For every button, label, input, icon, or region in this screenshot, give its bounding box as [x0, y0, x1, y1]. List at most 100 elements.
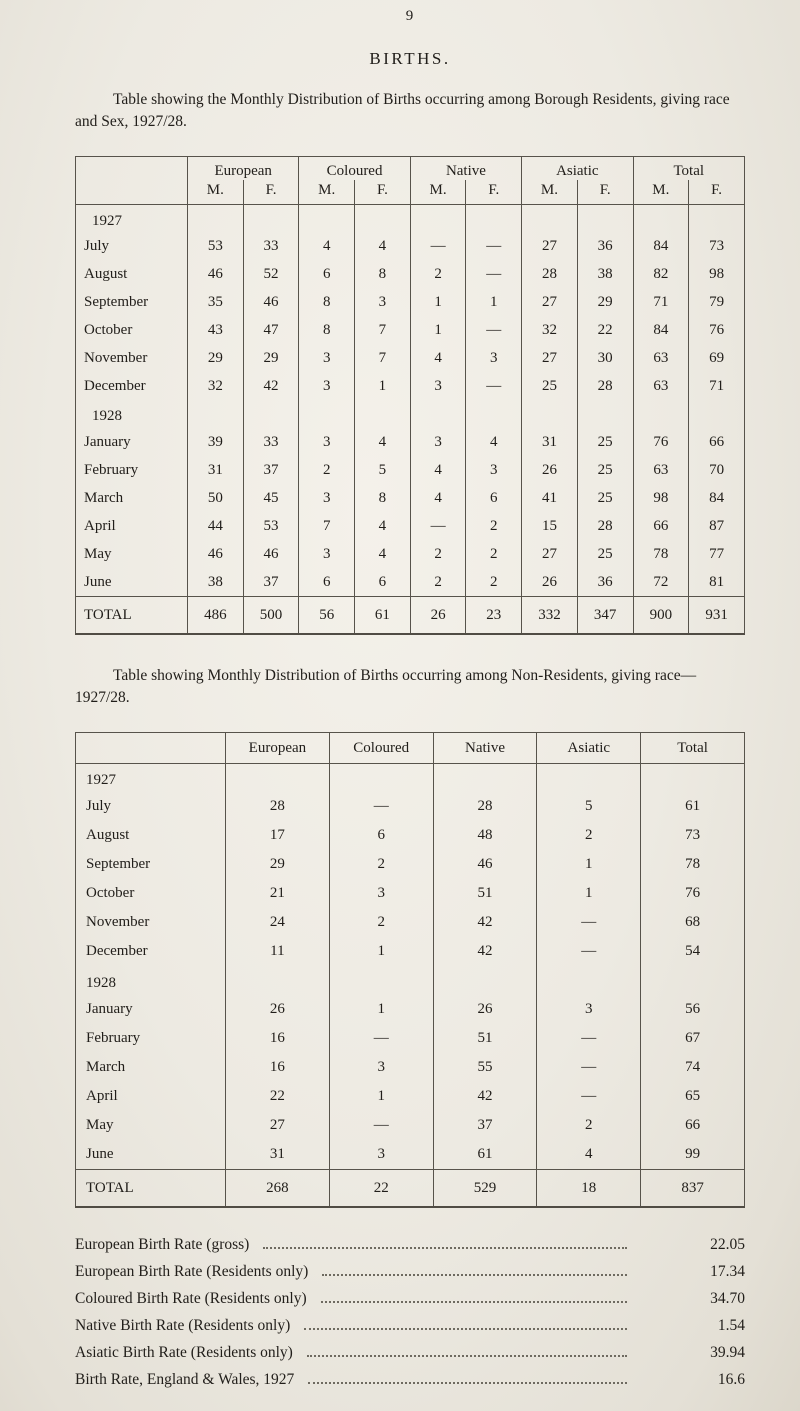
value-cell: — [409, 232, 467, 261]
value-cell: 66 [688, 428, 745, 457]
value-cell: 70 [688, 456, 745, 485]
value-cell: 4 [354, 428, 411, 457]
column-coloured: Coloured [328, 732, 434, 764]
month-label: March [75, 1053, 226, 1083]
month-label: November [75, 908, 226, 938]
page-title: BIRTHS. [369, 49, 451, 68]
value-cell: 16 [225, 1024, 330, 1054]
birth-rate-label: Asiatic Birth Rate (Residents only) [75, 1343, 293, 1361]
birth-rate-row: European Birth Rate (gross) 22.05 [75, 1236, 745, 1263]
male-column-header: M. [409, 179, 467, 205]
total-value-cell: 900 [632, 595, 690, 634]
value-cell: 37 [432, 1111, 538, 1141]
value-cell: 27 [521, 540, 578, 569]
month-label: April [75, 1082, 226, 1112]
value-cell: 98 [688, 260, 745, 289]
value-cell: 8 [298, 288, 356, 317]
month-row: August 46 52 6 8 2—28 38 82 98 [75, 260, 745, 289]
value-cell: 48 [432, 821, 538, 851]
value-cell: 36 [576, 232, 634, 261]
month-label: July [75, 792, 226, 822]
month-row: September 29 2 46 1 78 [75, 850, 745, 880]
month-label: May [75, 540, 188, 569]
total-value-cell: 332 [521, 595, 578, 634]
value-cell: 53 [187, 232, 244, 261]
year-label: 1927 [75, 204, 188, 233]
birth-rate-row: Coloured Birth Rate (Residents only) 34.7… [75, 1290, 745, 1317]
value-cell: 76 [688, 316, 745, 345]
value-cell: 87 [688, 512, 745, 541]
year-row: 1927 [75, 763, 745, 793]
value-cell: 46 [187, 540, 244, 569]
month-row: January 26 1 26 3 56 [75, 995, 745, 1025]
value-cell: 1 [465, 288, 523, 317]
value-cell: 8 [354, 484, 411, 513]
value-cell: 76 [632, 428, 690, 457]
month-label: April [75, 512, 188, 541]
value-cell: 2 [536, 1111, 642, 1141]
value-cell: 2 [409, 568, 467, 597]
value-cell: 33 [242, 428, 300, 457]
birth-rate-value: 1.54 [717, 1316, 745, 1334]
value-cell: — [465, 316, 523, 345]
value-cell: 38 [187, 568, 244, 597]
value-cell: — [328, 792, 434, 822]
value-cell: 32 [521, 316, 578, 345]
total-value-cell: 56 [298, 595, 356, 634]
value-cell: 16 [225, 1053, 330, 1083]
birth-rate-value: 34.70 [710, 1289, 745, 1307]
non-residents-table-body: 1927 July 28—28 5 61 August 17 6 48 2 73 September 2… [75, 763, 745, 1207]
value-cell: 82 [632, 260, 690, 289]
total-value-cell: 931 [688, 595, 745, 634]
value-cell: 7 [354, 344, 411, 373]
value-cell: 1 [536, 879, 642, 909]
total-value-cell: 61 [354, 595, 411, 634]
value-cell: 26 [225, 995, 330, 1025]
value-cell: 8 [354, 260, 411, 289]
blank-cell [536, 763, 642, 793]
value-cell: 76 [640, 879, 745, 909]
dotted-leader [304, 1327, 627, 1330]
value-cell: 28 [576, 372, 634, 401]
month-row: November 24 2 42—68 [75, 908, 745, 938]
value-cell: 3 [536, 995, 642, 1025]
value-cell: 4 [354, 512, 411, 541]
value-cell: 21 [225, 879, 330, 909]
total-value-cell: 23 [465, 595, 523, 634]
column-group-coloured: Coloured [298, 156, 411, 180]
female-column-header: F. [576, 179, 634, 205]
value-cell: 1 [328, 937, 434, 967]
total-value-cell: 18 [536, 1168, 642, 1207]
value-cell: — [465, 232, 523, 261]
value-cell: 22 [225, 1082, 330, 1112]
birth-rate-label: Coloured Birth Rate (Residents only) [75, 1289, 307, 1307]
value-cell: 4 [298, 232, 356, 261]
value-cell: 3 [298, 344, 356, 373]
value-cell: 37 [242, 568, 300, 597]
value-cell: 25 [521, 372, 578, 401]
residents-table-header: European Coloured Native Asiatic Total M… [75, 156, 745, 205]
blank-cell [187, 204, 244, 233]
value-cell: — [536, 937, 642, 967]
page-number: 9 [405, 8, 415, 24]
value-cell: 25 [576, 484, 634, 513]
value-cell: 54 [640, 937, 745, 967]
group-header-row: European Coloured Native Asiatic Total [75, 156, 745, 205]
dotted-leader [320, 1300, 627, 1303]
value-cell: 11 [225, 937, 330, 967]
male-column-header: M. [521, 179, 578, 205]
value-cell: 26 [521, 456, 578, 485]
value-cell: 46 [187, 260, 244, 289]
value-cell: 25 [576, 428, 634, 457]
female-column-header: F. [688, 179, 745, 205]
value-cell: 6 [298, 568, 356, 597]
value-cell: 71 [632, 288, 690, 317]
value-cell: 46 [242, 540, 300, 569]
total-value-cell: 26 [409, 595, 467, 634]
residents-table-caption: Table showing the Monthly Distribution o… [75, 91, 730, 131]
value-cell: 63 [632, 372, 690, 401]
non-residents-table-header: European Coloured Native Asiatic Total [75, 732, 745, 764]
value-cell: 24 [225, 908, 330, 938]
value-cell: 25 [576, 456, 634, 485]
